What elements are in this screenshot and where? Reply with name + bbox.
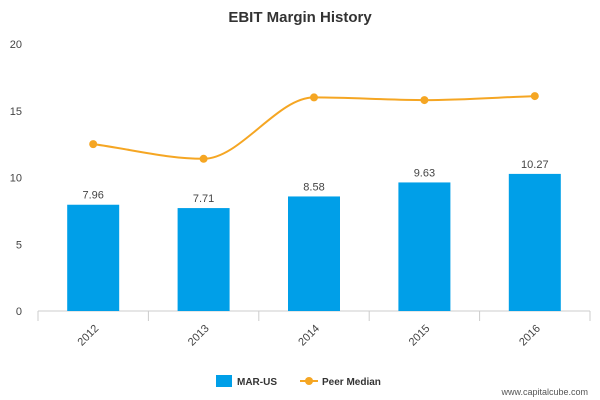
y-axis: 0 5 10 15 20 (10, 39, 22, 318)
bar (398, 182, 451, 311)
y-tick-label: 10 (10, 173, 22, 185)
bar (67, 204, 120, 311)
x-tick-label: 2015 (407, 323, 433, 349)
chart-title: EBIT Margin History (228, 9, 372, 26)
x-tick-label: 2013 (186, 323, 212, 349)
y-tick-label: 20 (10, 39, 22, 51)
x-tick-label: 2014 (296, 323, 322, 349)
x-tick-label: 2012 (76, 323, 102, 349)
watermark: www.capitalcube.com (500, 387, 588, 397)
y-tick-label: 5 (16, 239, 22, 251)
y-tick-label: 15 (10, 106, 22, 118)
legend: MAR-US Peer Median (216, 375, 381, 388)
y-tick-label: 0 (16, 306, 22, 318)
bar-data-label: 7.96 (82, 190, 103, 202)
bar-data-label: 10.27 (521, 159, 549, 171)
legend-label-peer-median: Peer Median (322, 377, 381, 388)
bar-series (67, 173, 561, 311)
bar-data-label: 7.71 (193, 193, 214, 205)
bar (288, 196, 340, 311)
peer-median-point (199, 154, 208, 163)
line-series (89, 92, 539, 163)
legend-label-mar-us: MAR-US (237, 377, 277, 388)
x-axis: 2012 2013 2014 2015 2016 (37, 311, 591, 349)
peer-median-point (530, 92, 539, 101)
legend-marker-peer-median (305, 377, 313, 385)
peer-median-line (93, 95, 535, 160)
bar (177, 208, 230, 311)
x-tick-label: 2016 (517, 323, 543, 349)
legend-swatch-mar-us (216, 375, 232, 387)
peer-median-point (420, 96, 429, 105)
bar-data-label: 9.63 (414, 167, 435, 179)
bar-data-labels: 7.96 7.71 8.58 9.63 10.27 (82, 159, 548, 205)
bar-data-label: 8.58 (303, 181, 324, 193)
peer-median-point (310, 93, 318, 102)
bar (508, 173, 561, 311)
peer-median-point (89, 140, 98, 149)
